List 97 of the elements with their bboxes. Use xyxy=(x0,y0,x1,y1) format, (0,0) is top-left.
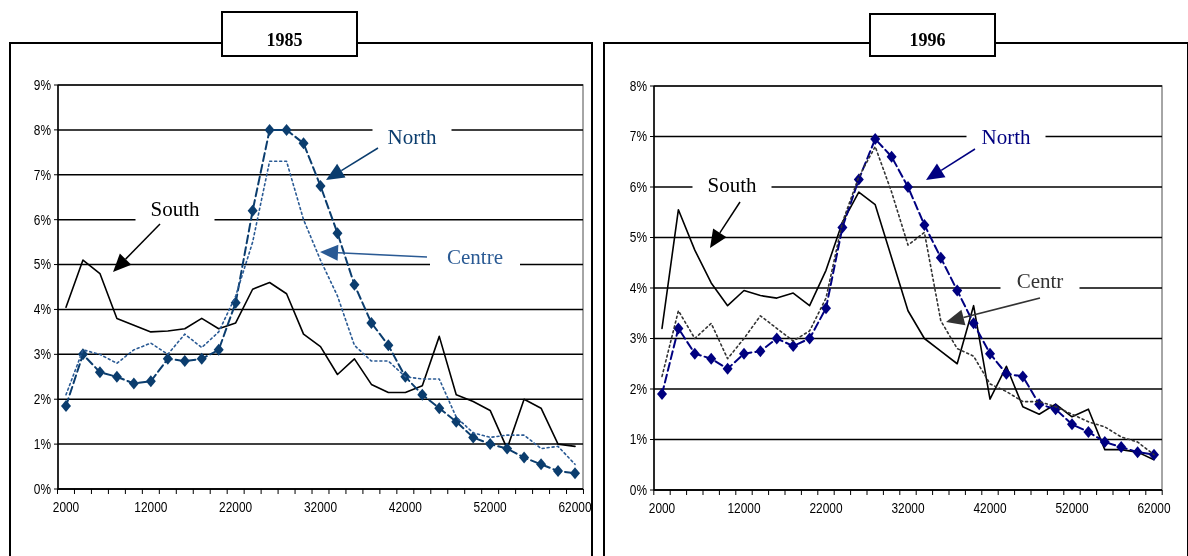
y-tick-label: 7% xyxy=(629,128,648,145)
point xyxy=(722,362,733,375)
y-tick-label: 9% xyxy=(33,76,52,94)
point xyxy=(468,431,479,444)
point xyxy=(1017,370,1028,383)
point xyxy=(804,332,815,345)
y-tick-label: 5% xyxy=(629,229,648,246)
y-tick-label: 2% xyxy=(629,380,648,398)
y-tick-label: 3% xyxy=(629,330,648,347)
point xyxy=(434,402,445,415)
point xyxy=(451,415,462,428)
point xyxy=(366,316,377,329)
legend-label: Centre xyxy=(447,245,503,269)
point xyxy=(61,399,71,412)
x-tick-label: 2000 xyxy=(52,499,80,516)
y-tick-label: 8% xyxy=(33,121,52,139)
y-tick-label: 1% xyxy=(629,431,648,448)
point xyxy=(771,332,782,345)
x-tick-label: 22000 xyxy=(219,499,253,516)
x-tick-label: 12000 xyxy=(134,499,168,516)
point xyxy=(952,284,963,297)
point xyxy=(657,388,667,401)
point xyxy=(111,370,122,383)
point xyxy=(128,377,139,390)
y-tick-label: 4% xyxy=(629,279,648,297)
point xyxy=(417,388,428,401)
x-tick-label: 22000 xyxy=(809,500,843,517)
line-series xyxy=(65,160,576,466)
point xyxy=(1083,425,1094,438)
point xyxy=(1149,448,1159,461)
point xyxy=(536,458,547,471)
point xyxy=(145,375,156,388)
point xyxy=(903,181,913,193)
y-tick-label: 7% xyxy=(33,166,52,183)
point xyxy=(570,467,580,480)
text: North xyxy=(387,125,437,149)
point xyxy=(332,227,343,240)
point xyxy=(553,465,564,478)
point xyxy=(1001,367,1012,380)
point xyxy=(502,442,513,455)
x-tick-label: 12000 xyxy=(727,500,761,517)
point xyxy=(985,347,995,360)
point xyxy=(1099,436,1110,449)
x-tick-label: 42000 xyxy=(973,500,1007,517)
point xyxy=(821,302,831,315)
x-tick-label: 2000 xyxy=(648,500,676,517)
point xyxy=(383,339,394,352)
point xyxy=(1116,441,1127,454)
series-label: South xyxy=(707,173,758,197)
y-tick-label: 6% xyxy=(629,178,648,196)
point xyxy=(349,278,360,291)
point xyxy=(919,218,930,231)
y-tick-label: 6% xyxy=(33,211,52,228)
point xyxy=(519,451,530,464)
text: Centr xyxy=(1016,269,1064,293)
x-tick-label: 52000 xyxy=(473,499,507,516)
chart-title: 1996 xyxy=(909,30,946,50)
point xyxy=(162,352,173,365)
point xyxy=(1067,418,1077,431)
y-tick-label: 0% xyxy=(33,480,52,498)
y-tick-label: 8% xyxy=(629,77,648,95)
point xyxy=(94,366,105,379)
x-tick-label: 42000 xyxy=(388,499,422,516)
x-tick-label: 62000 xyxy=(1137,500,1171,517)
point xyxy=(179,355,190,368)
point xyxy=(706,352,717,365)
text: South xyxy=(150,197,201,221)
y-tick-label: 3% xyxy=(33,346,52,363)
chart-title: 1985 xyxy=(266,30,303,50)
point xyxy=(1132,446,1143,459)
point xyxy=(315,180,326,192)
point xyxy=(247,204,258,217)
x-tick-label: 32000 xyxy=(303,499,338,516)
point xyxy=(755,345,766,358)
point xyxy=(788,340,799,353)
y-tick-label: 2% xyxy=(33,391,52,408)
x-tick-label: 52000 xyxy=(1055,500,1089,517)
point xyxy=(935,251,946,264)
point xyxy=(689,347,700,360)
point xyxy=(886,150,897,163)
y-tick-label: 1% xyxy=(33,436,52,453)
point xyxy=(968,317,979,330)
point xyxy=(870,133,881,146)
point xyxy=(213,343,224,356)
x-tick-label: 62000 xyxy=(558,499,592,516)
y-tick-label: 4% xyxy=(33,301,52,318)
text: North xyxy=(981,125,1031,149)
point xyxy=(739,347,749,360)
x-tick-label: 32000 xyxy=(891,500,925,517)
point xyxy=(264,123,275,136)
point xyxy=(196,352,207,365)
y-tick-label: 0% xyxy=(629,481,648,499)
point xyxy=(673,322,684,335)
point xyxy=(485,438,496,451)
point xyxy=(281,123,292,136)
point xyxy=(298,137,309,150)
y-tick-label: 5% xyxy=(33,256,52,273)
